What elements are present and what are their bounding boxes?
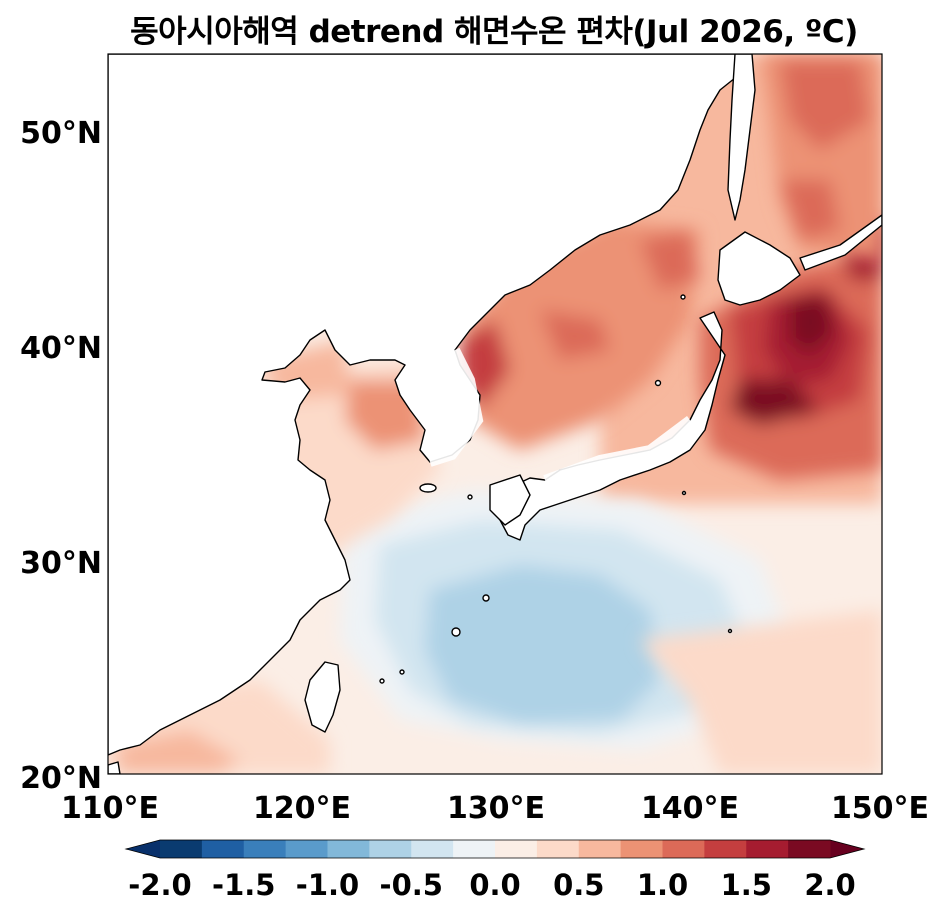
- colorbar-extend-high: [830, 840, 864, 858]
- colorbar-swatch: [788, 840, 831, 858]
- lon-ticks: 110°E 120°E 130°E 140°E 150°E: [61, 791, 929, 826]
- colorbar-tick-label: -1.5: [212, 868, 275, 902]
- lon-tick-label: 150°E: [831, 791, 929, 826]
- colorbar-tick-label: 1.5: [721, 868, 772, 902]
- colorbar-swatch: [704, 840, 747, 858]
- colorbar-swatch: [201, 840, 245, 858]
- colorbar-extend-low: [126, 840, 160, 858]
- colorbar-tick-label: 0.0: [469, 868, 520, 902]
- lon-tick-label: 140°E: [641, 791, 739, 826]
- map-title: 동아시아해역 detrend 해면수온 편차(Jul 2026, ºC): [0, 6, 938, 51]
- colorbar-tick-label: 0.5: [553, 868, 604, 902]
- colorbar-swatch: [327, 840, 370, 858]
- lat-tick-label: 30°N: [20, 546, 102, 581]
- colorbar-swatch: [453, 840, 496, 858]
- colorbar-swatch: [369, 840, 412, 858]
- colorbar-tick-label: 1.0: [637, 868, 688, 902]
- colorbar-swatch: [620, 840, 663, 858]
- land: [108, 54, 882, 774]
- lon-tick-label: 130°E: [447, 791, 545, 826]
- colorbar-swatch: [411, 840, 454, 858]
- lon-tick-label: 110°E: [61, 791, 159, 826]
- lat-tick-label: 40°N: [20, 331, 102, 366]
- map-title-text: 동아시아해역 detrend 해면수온 편차(Jul 2026, ºC): [130, 14, 858, 50]
- colorbar-swatch: [160, 840, 203, 858]
- colorbar-tick-label: -2.0: [128, 868, 191, 902]
- plot-frame: [107, 53, 883, 775]
- colorbar-swatch: [285, 840, 328, 858]
- colorbar-tick-label: -1.0: [296, 868, 359, 902]
- colorbar-swatch: [495, 840, 538, 858]
- colorbar-tick-label: 2.0: [804, 868, 855, 902]
- lon-tick-label: 120°E: [253, 791, 351, 826]
- lat-tick-label: 20°N: [20, 761, 102, 796]
- colorbar-outline: [124, 839, 866, 859]
- colorbar: -2.0 -1.5 -1.0 -0.5 0.0 0.5 1.0 1.5 2.0: [124, 839, 866, 902]
- colorbar-swatch: [662, 840, 705, 858]
- colorbar-swatch: [578, 840, 622, 858]
- colorbar-tick-label: -0.5: [380, 868, 443, 902]
- colorbar-swatch: [746, 840, 789, 858]
- lat-tick-label: 50°N: [20, 116, 102, 151]
- lat-ticks: 50°N 40°N 30°N 20°N: [20, 116, 102, 796]
- colorbar-swatch: [536, 840, 580, 858]
- colorbar-swatch: [243, 840, 287, 858]
- sst-anomaly-field: [108, 54, 882, 774]
